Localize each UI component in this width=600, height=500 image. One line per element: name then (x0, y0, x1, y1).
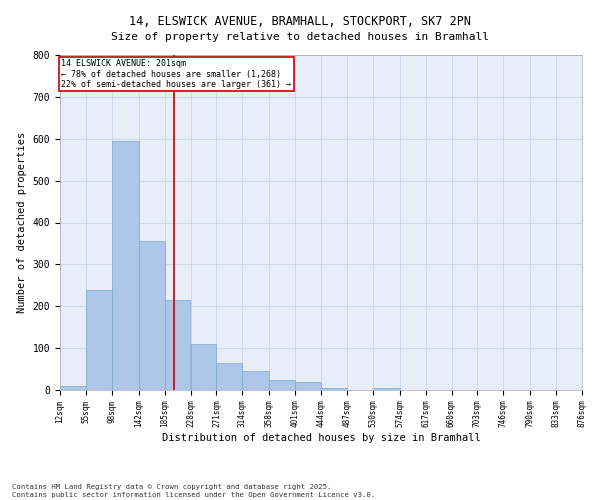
Text: Contains HM Land Registry data © Crown copyright and database right 2025.
Contai: Contains HM Land Registry data © Crown c… (12, 484, 375, 498)
Bar (164, 300, 190, 390)
Text: 14, ELSWICK AVENUE, BRAMHALL, STOCKPORT, SK7 2PN: 14, ELSWICK AVENUE, BRAMHALL, STOCKPORT,… (129, 15, 471, 28)
Bar (86, 290, 112, 390)
Bar (139, 242, 164, 390)
Text: 14 ELSWICK AVENUE: 201sqm
← 78% of detached houses are smaller (1,268)
22% of se: 14 ELSWICK AVENUE: 201sqm ← 78% of detac… (61, 59, 291, 89)
Bar (373, 388, 400, 390)
Bar (60, 386, 86, 390)
Bar (269, 380, 295, 390)
Bar (321, 388, 347, 390)
Bar (242, 371, 269, 390)
Bar (112, 141, 139, 390)
X-axis label: Distribution of detached houses by size in Bramhall: Distribution of detached houses by size … (161, 433, 481, 443)
Text: Size of property relative to detached houses in Bramhall: Size of property relative to detached ho… (111, 32, 489, 42)
Bar (217, 363, 242, 390)
Bar (295, 382, 321, 390)
Bar (191, 344, 217, 390)
Y-axis label: Number of detached properties: Number of detached properties (17, 132, 27, 313)
